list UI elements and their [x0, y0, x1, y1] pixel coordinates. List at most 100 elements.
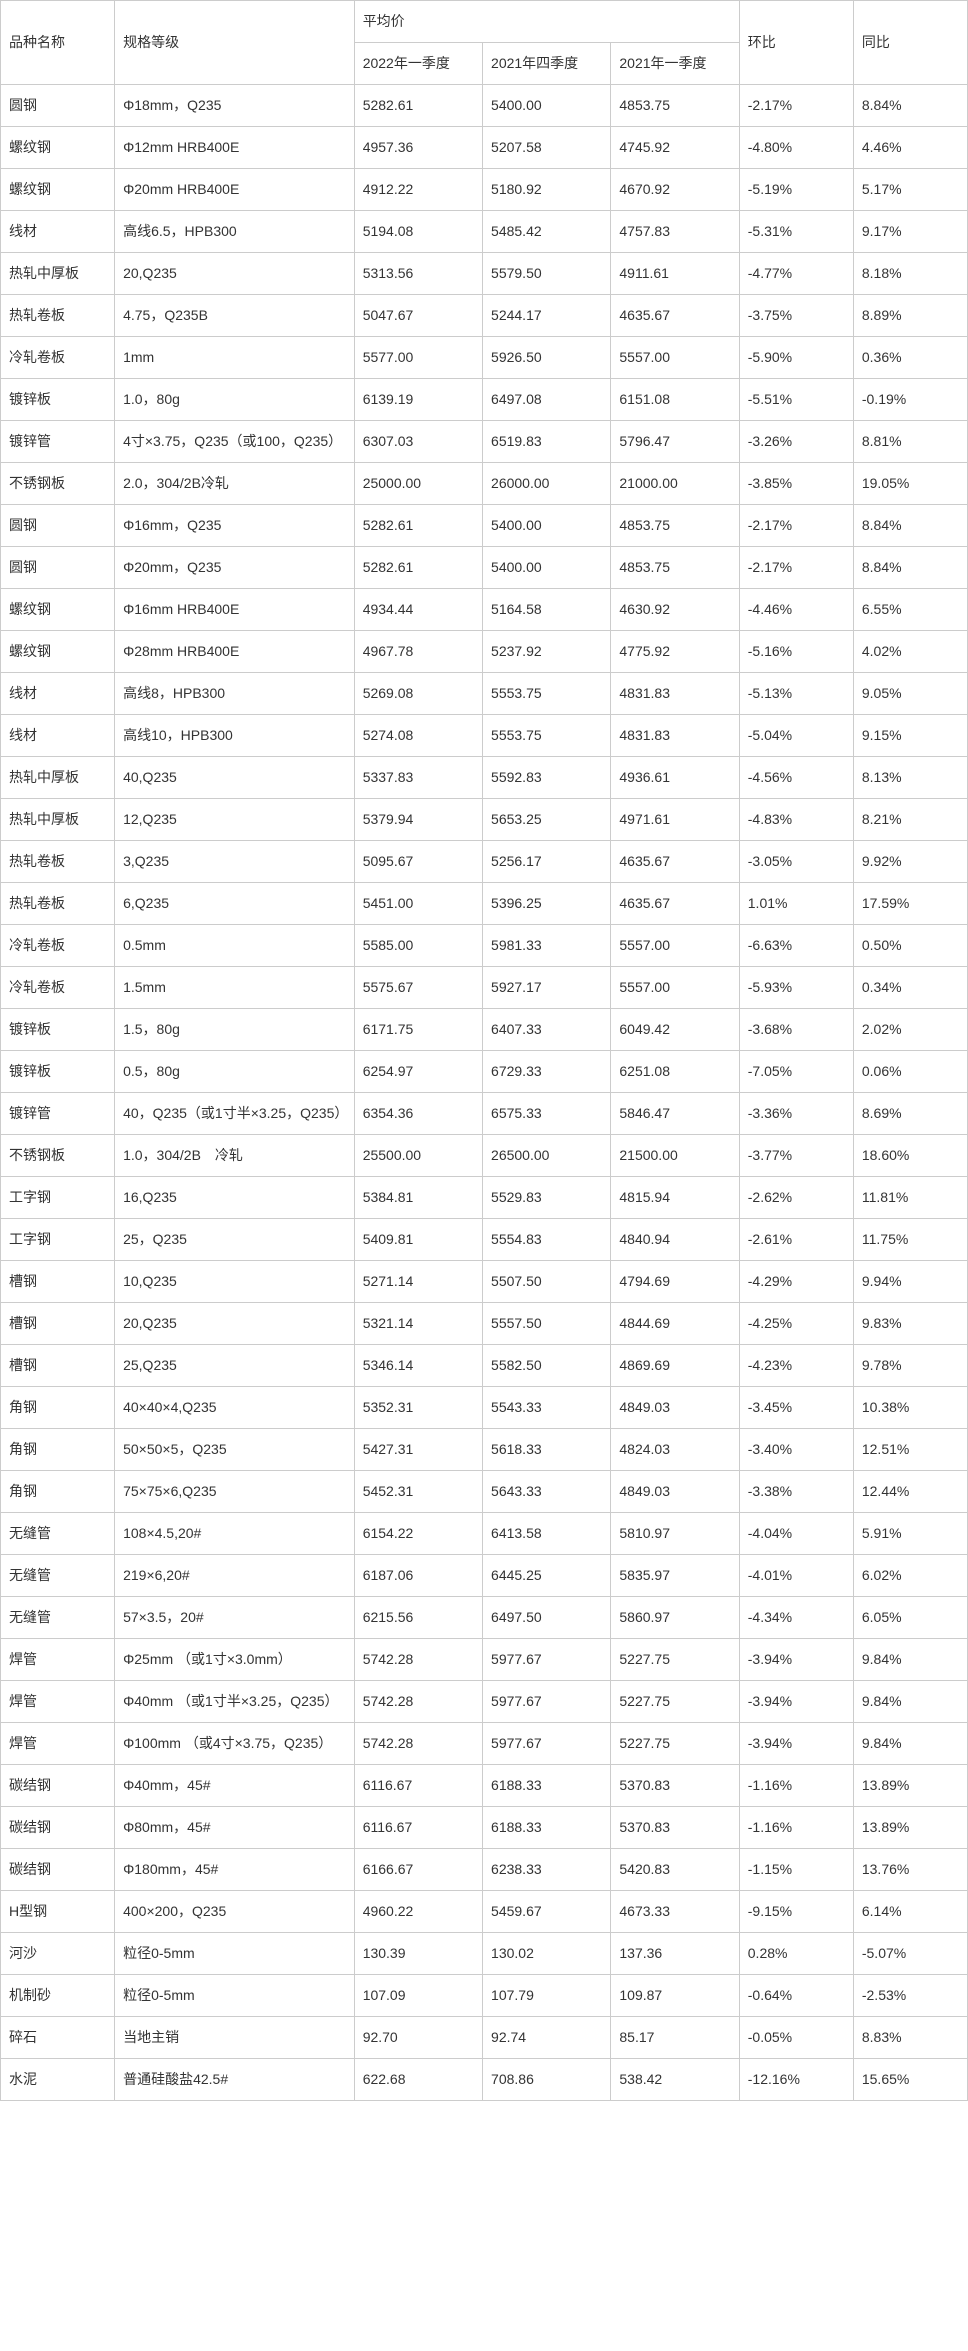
cell-p2: 5592.83 [483, 757, 611, 799]
cell-qoq: -4.25% [739, 1303, 853, 1345]
table-row: 冷轧卷板1mm5577.005926.505557.00-5.90%0.36% [1, 337, 968, 379]
cell-p2: 6519.83 [483, 421, 611, 463]
table-row: 河沙粒径0-5mm130.39130.02137.360.28%-5.07% [1, 1933, 968, 1975]
cell-p2: 5582.50 [483, 1345, 611, 1387]
cell-name: 镀锌管 [1, 421, 115, 463]
header-q1-2022: 2022年一季度 [354, 43, 482, 85]
cell-qoq: -4.04% [739, 1513, 853, 1555]
cell-yoy: 9.84% [853, 1681, 967, 1723]
cell-name: 冷轧卷板 [1, 925, 115, 967]
cell-p1: 5409.81 [354, 1219, 482, 1261]
cell-p2: 26500.00 [483, 1135, 611, 1177]
cell-spec: 粒径0-5mm [115, 1975, 355, 2017]
cell-p1: 5282.61 [354, 85, 482, 127]
cell-qoq: -5.04% [739, 715, 853, 757]
cell-p3: 21000.00 [611, 463, 739, 505]
cell-yoy: 5.17% [853, 169, 967, 211]
cell-qoq: -3.85% [739, 463, 853, 505]
cell-qoq: -7.05% [739, 1051, 853, 1093]
table-row: 热轧卷板3,Q2355095.675256.174635.67-3.05%9.9… [1, 841, 968, 883]
cell-qoq: -5.19% [739, 169, 853, 211]
cell-name: 螺纹钢 [1, 631, 115, 673]
cell-yoy: 19.05% [853, 463, 967, 505]
table-row: 焊管Φ25mm （或1寸×3.0mm）5742.285977.675227.75… [1, 1639, 968, 1681]
cell-spec: 普通硅酸盐42.5# [115, 2059, 355, 2101]
cell-yoy: 9.05% [853, 673, 967, 715]
cell-p3: 4670.92 [611, 169, 739, 211]
table-row: 工字钢16,Q2355384.815529.834815.94-2.62%11.… [1, 1177, 968, 1219]
cell-p1: 5577.00 [354, 337, 482, 379]
cell-p2: 92.74 [483, 2017, 611, 2059]
cell-p3: 5227.75 [611, 1681, 739, 1723]
cell-yoy: 8.84% [853, 505, 967, 547]
cell-spec: 0.5mm [115, 925, 355, 967]
table-row: 螺纹钢Φ16mm HRB400E4934.445164.584630.92-4.… [1, 589, 968, 631]
cell-p1: 5575.67 [354, 967, 482, 1009]
header-row-1: 品种名称 规格等级 平均价 环比 同比 [1, 1, 968, 43]
cell-qoq: -4.29% [739, 1261, 853, 1303]
cell-p1: 6215.56 [354, 1597, 482, 1639]
cell-yoy: 0.06% [853, 1051, 967, 1093]
cell-p1: 622.68 [354, 2059, 482, 2101]
table-row: 角钢50×50×5，Q2355427.315618.334824.03-3.40… [1, 1429, 968, 1471]
cell-p2: 5927.17 [483, 967, 611, 1009]
cell-p3: 4824.03 [611, 1429, 739, 1471]
cell-yoy: 8.84% [853, 85, 967, 127]
table-row: 水泥普通硅酸盐42.5#622.68708.86538.42-12.16%15.… [1, 2059, 968, 2101]
cell-p2: 6188.33 [483, 1807, 611, 1849]
cell-p3: 4849.03 [611, 1387, 739, 1429]
cell-spec: Φ25mm （或1寸×3.0mm） [115, 1639, 355, 1681]
cell-p3: 5846.47 [611, 1093, 739, 1135]
cell-p3: 4673.33 [611, 1891, 739, 1933]
table-row: 线材高线6.5，HPB3005194.085485.424757.83-5.31… [1, 211, 968, 253]
table-row: 碳结钢Φ80mm，45#6116.676188.335370.83-1.16%1… [1, 1807, 968, 1849]
cell-qoq: -3.45% [739, 1387, 853, 1429]
cell-name: 河沙 [1, 1933, 115, 1975]
cell-qoq: -1.15% [739, 1849, 853, 1891]
cell-spec: 20,Q235 [115, 253, 355, 295]
cell-spec: 75×75×6,Q235 [115, 1471, 355, 1513]
cell-p1: 6116.67 [354, 1807, 482, 1849]
cell-yoy: 9.92% [853, 841, 967, 883]
cell-yoy: 18.60% [853, 1135, 967, 1177]
cell-yoy: 9.84% [853, 1639, 967, 1681]
cell-name: 圆钢 [1, 547, 115, 589]
cell-spec: Φ20mm，Q235 [115, 547, 355, 589]
cell-p2: 5554.83 [483, 1219, 611, 1261]
cell-p2: 5553.75 [483, 673, 611, 715]
cell-p3: 4635.67 [611, 295, 739, 337]
cell-spec: 40，Q235（或1寸半×3.25，Q235） [115, 1093, 355, 1135]
cell-p1: 4967.78 [354, 631, 482, 673]
cell-name: 圆钢 [1, 505, 115, 547]
cell-p2: 5543.33 [483, 1387, 611, 1429]
cell-p2: 5237.92 [483, 631, 611, 673]
cell-yoy: 8.13% [853, 757, 967, 799]
cell-name: 角钢 [1, 1387, 115, 1429]
cell-qoq: -3.77% [739, 1135, 853, 1177]
cell-qoq: -4.23% [739, 1345, 853, 1387]
header-q4-2021: 2021年四季度 [483, 43, 611, 85]
cell-qoq: -2.17% [739, 85, 853, 127]
cell-yoy: 12.51% [853, 1429, 967, 1471]
cell-spec: 40,Q235 [115, 757, 355, 799]
cell-p3: 4831.83 [611, 715, 739, 757]
cell-p2: 5553.75 [483, 715, 611, 757]
cell-spec: 4寸×3.75，Q235（或100，Q235） [115, 421, 355, 463]
cell-name: 镀锌板 [1, 1051, 115, 1093]
table-row: 镀锌板1.5，80g6171.756407.336049.42-3.68%2.0… [1, 1009, 968, 1051]
cell-yoy: 8.84% [853, 547, 967, 589]
cell-name: 角钢 [1, 1471, 115, 1513]
cell-p2: 6407.33 [483, 1009, 611, 1051]
cell-name: 槽钢 [1, 1345, 115, 1387]
cell-spec: 400×200，Q235 [115, 1891, 355, 1933]
cell-qoq: -3.40% [739, 1429, 853, 1471]
table-row: 碎石当地主销92.7092.7485.17-0.05%8.83% [1, 2017, 968, 2059]
cell-p3: 4853.75 [611, 547, 739, 589]
cell-p2: 6445.25 [483, 1555, 611, 1597]
header-qoq: 环比 [739, 1, 853, 85]
cell-p3: 4844.69 [611, 1303, 739, 1345]
cell-p2: 5507.50 [483, 1261, 611, 1303]
cell-name: 焊管 [1, 1639, 115, 1681]
cell-p1: 5585.00 [354, 925, 482, 967]
table-row: 热轧中厚板12,Q2355379.945653.254971.61-4.83%8… [1, 799, 968, 841]
